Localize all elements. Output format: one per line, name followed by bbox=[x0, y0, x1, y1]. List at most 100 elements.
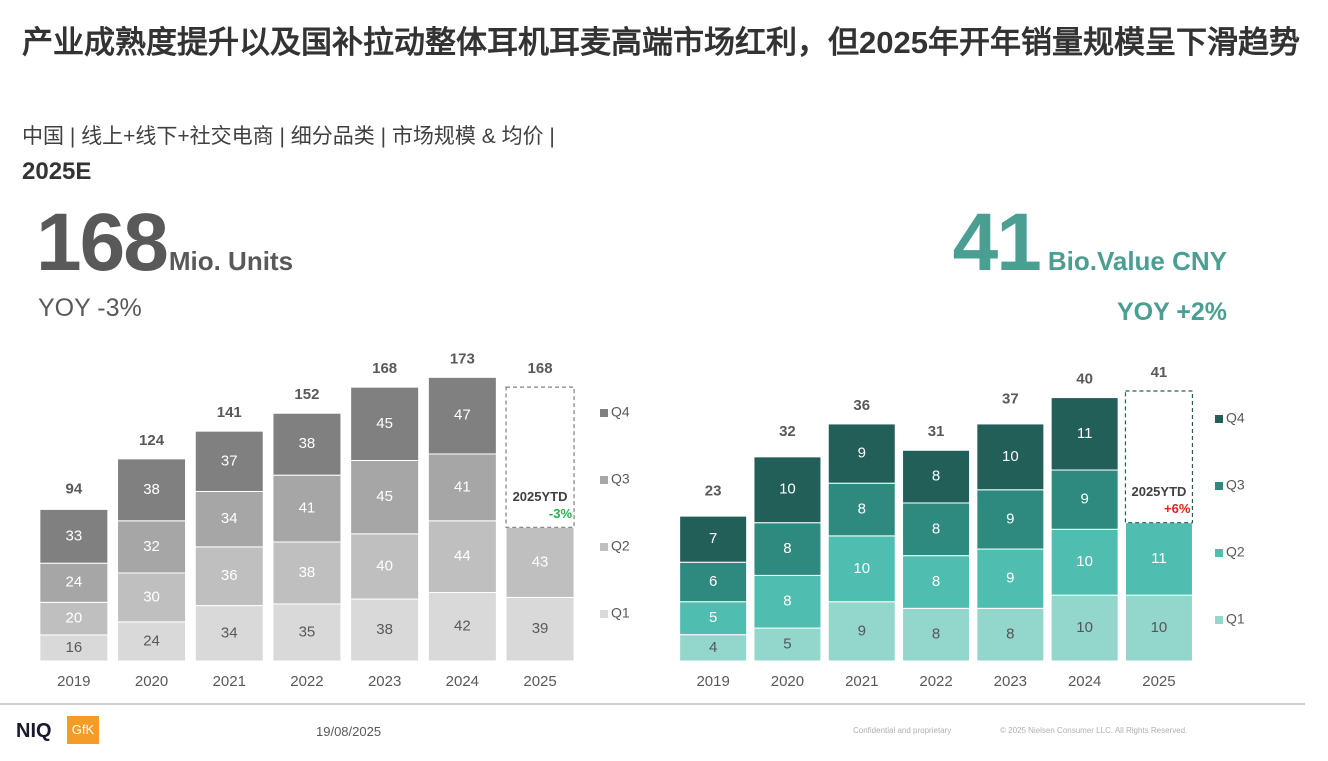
bar-segment bbox=[39, 601, 109, 636]
segment-label: 9 bbox=[1006, 510, 1014, 527]
x-tick-label: 2019 bbox=[57, 673, 90, 690]
x-tick-label: 2020 bbox=[135, 673, 168, 690]
x-tick-label: 2020 bbox=[771, 673, 804, 690]
annotation-change: -3% bbox=[549, 506, 573, 521]
bar-segment bbox=[679, 561, 748, 603]
total-label: 168 bbox=[528, 360, 553, 377]
x-tick-label: 2023 bbox=[994, 673, 1027, 690]
bar-segment bbox=[902, 449, 971, 504]
kpi-value-cny: 41 Bio.Value CNY bbox=[953, 196, 1227, 290]
bar-segment bbox=[827, 601, 896, 662]
legend-label: Q3 bbox=[611, 471, 630, 487]
segment-label: 10 bbox=[1076, 553, 1093, 570]
bar-segment bbox=[350, 460, 420, 535]
total-label: 141 bbox=[217, 404, 242, 421]
segment-label: 10 bbox=[853, 560, 870, 577]
segment-label: 42 bbox=[454, 618, 471, 635]
segment-label: 30 bbox=[143, 588, 160, 605]
bar-segment bbox=[39, 508, 109, 564]
bar-segment bbox=[827, 535, 896, 603]
bar-segment bbox=[827, 482, 896, 537]
date: 19/08/2025 bbox=[316, 724, 382, 739]
segment-label: 32 bbox=[143, 538, 160, 555]
segment-label: 24 bbox=[143, 632, 160, 649]
segment-label: 11 bbox=[1151, 550, 1167, 567]
bar-segment bbox=[427, 453, 497, 522]
bar-segment bbox=[753, 522, 822, 576]
bar-segment bbox=[117, 458, 187, 522]
legend-label: Q4 bbox=[611, 404, 630, 420]
total-label: 23 bbox=[705, 483, 722, 500]
total-label: 94 bbox=[66, 481, 83, 498]
segment-label: 38 bbox=[299, 564, 316, 581]
segment-label: 8 bbox=[932, 626, 940, 643]
x-tick-label: 2019 bbox=[696, 673, 729, 690]
bar-segment bbox=[827, 423, 896, 484]
copyright: © 2025 Nielsen Consumer LLC. All Rights … bbox=[1000, 726, 1188, 735]
bar-segment bbox=[505, 526, 575, 598]
bar-segment bbox=[272, 474, 342, 543]
x-tick-label: 2022 bbox=[919, 673, 952, 690]
bar-segment bbox=[350, 386, 420, 462]
logo-gfk: GfK bbox=[67, 716, 99, 744]
segment-label: 24 bbox=[66, 574, 83, 591]
segment-label: 34 bbox=[221, 624, 238, 641]
legend-label: Q3 bbox=[1226, 477, 1245, 493]
segment-label: 41 bbox=[454, 478, 471, 495]
segment-label: 6 bbox=[709, 573, 717, 590]
kpi-yoy: YOY -3% bbox=[38, 294, 142, 322]
segment-label: 40 bbox=[376, 557, 393, 574]
kpi-yoy: YOY +2% bbox=[1116, 298, 1227, 326]
kpi-value: 168 bbox=[36, 197, 169, 288]
legend-label: Q1 bbox=[1226, 611, 1245, 627]
segment-label: 45 bbox=[376, 415, 393, 432]
segment-label: 38 bbox=[299, 435, 316, 452]
bar-segment bbox=[1124, 522, 1193, 596]
x-tick-label: 2025 bbox=[523, 673, 556, 690]
legend-label: Q2 bbox=[1226, 544, 1245, 560]
total-label: 173 bbox=[450, 350, 475, 367]
bar-segment bbox=[194, 605, 264, 662]
legend-label: Q1 bbox=[611, 605, 630, 621]
total-label: 41 bbox=[1151, 364, 1168, 381]
legend-label: Q4 bbox=[1226, 410, 1245, 426]
bar-segment bbox=[976, 607, 1045, 662]
bar-segment bbox=[1050, 594, 1119, 662]
bar-segment bbox=[194, 430, 264, 492]
subtitle: 中国 | 线上+线下+社交电商 | 细分品类 | 市场规模 & 均价 | bbox=[22, 125, 555, 148]
bar-segment bbox=[976, 423, 1045, 491]
kpi-unit: Bio.Value CNY bbox=[1047, 246, 1227, 276]
title: 产业成熟度提升以及国补拉动整体耳机耳麦高端市场红利，但2025年开年销量规模呈下… bbox=[22, 25, 1300, 60]
segment-label: 9 bbox=[858, 622, 866, 639]
segment-label: 8 bbox=[1006, 626, 1014, 643]
segment-label: 9 bbox=[1080, 491, 1088, 508]
bar-segment bbox=[902, 502, 971, 557]
segment-label: 10 bbox=[1002, 448, 1019, 465]
segment-label: 9 bbox=[858, 445, 866, 462]
segment-label: 8 bbox=[783, 540, 791, 557]
segment-label: 10 bbox=[779, 481, 796, 498]
legend-swatch bbox=[1215, 482, 1223, 490]
x-tick-label: 2025 bbox=[1142, 673, 1175, 690]
segment-label: 36 bbox=[221, 567, 238, 584]
segment-label: 5 bbox=[783, 636, 791, 653]
total-label: 152 bbox=[294, 386, 319, 403]
bar-segment bbox=[902, 607, 971, 662]
segment-label: 7 bbox=[709, 530, 717, 547]
legend-swatch bbox=[1215, 616, 1223, 624]
legend-label: Q2 bbox=[611, 538, 630, 554]
bar-segment bbox=[350, 598, 420, 662]
segment-label: 47 bbox=[454, 407, 471, 424]
bar-segment bbox=[976, 489, 1045, 550]
legend-swatch bbox=[600, 409, 608, 417]
segment-label: 35 bbox=[299, 623, 316, 640]
segment-label: 8 bbox=[932, 573, 940, 590]
bar-segment bbox=[427, 376, 497, 455]
bar-segment bbox=[427, 592, 497, 662]
bar-segment bbox=[902, 555, 971, 609]
segment-label: 11 bbox=[1077, 425, 1093, 442]
segment-label: 33 bbox=[66, 527, 83, 544]
x-tick-label: 2021 bbox=[213, 673, 246, 690]
segment-label: 20 bbox=[66, 610, 83, 627]
segment-label: 34 bbox=[221, 510, 238, 527]
